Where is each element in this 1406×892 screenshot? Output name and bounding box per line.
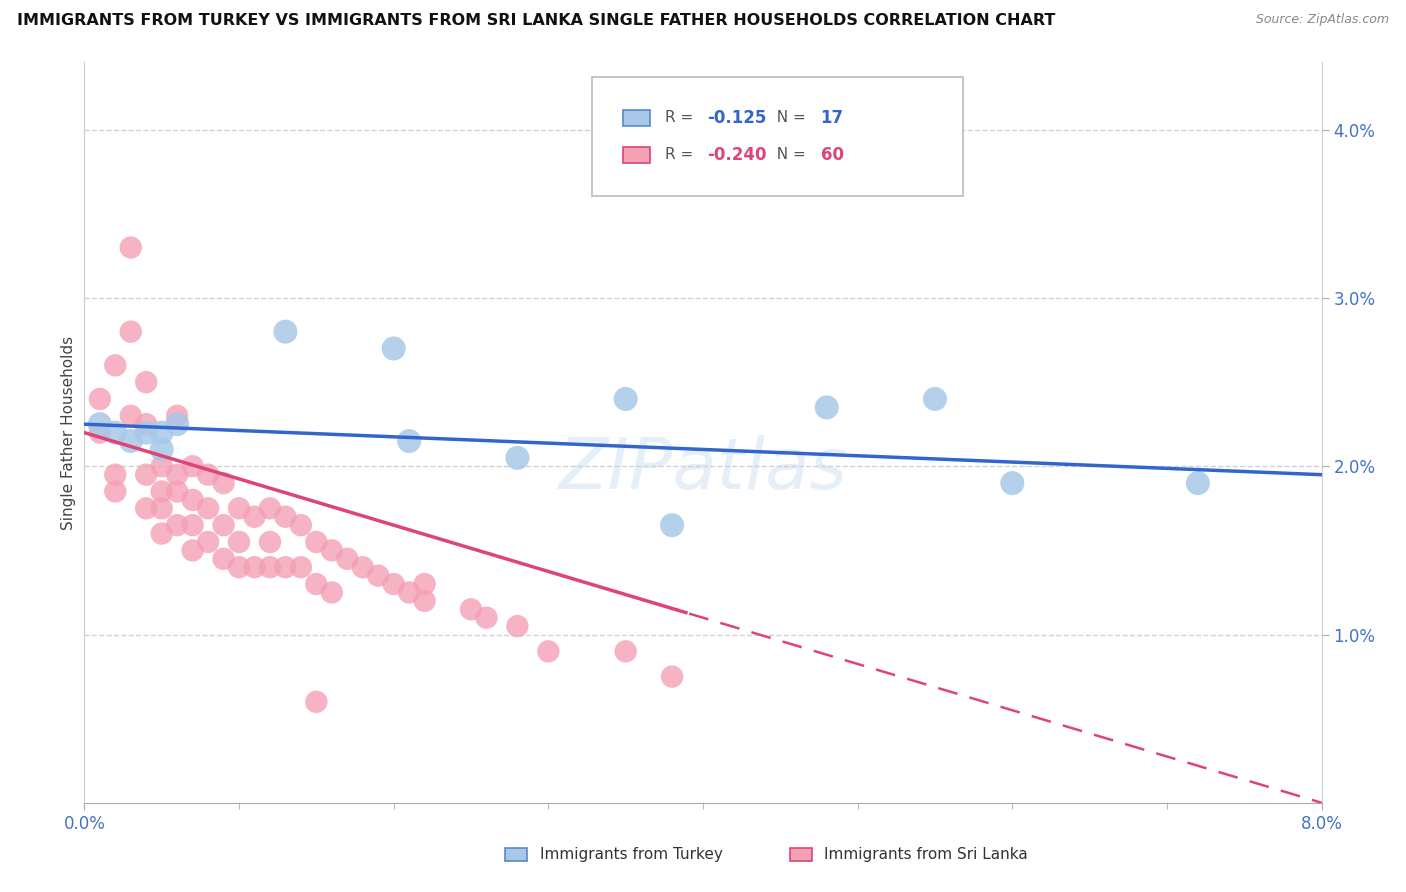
Y-axis label: Single Father Households: Single Father Households <box>60 335 76 530</box>
Point <box>150 442 173 457</box>
Point <box>475 610 498 624</box>
Point <box>150 425 173 440</box>
Point <box>1001 476 1024 491</box>
Bar <box>623 147 650 163</box>
Bar <box>790 848 811 862</box>
Point <box>166 484 188 499</box>
Text: R =: R = <box>665 147 697 162</box>
Text: Source: ZipAtlas.com: Source: ZipAtlas.com <box>1256 13 1389 27</box>
Point <box>1187 476 1209 491</box>
Point <box>150 459 173 474</box>
Point <box>181 518 204 533</box>
Point <box>197 535 219 549</box>
Point <box>274 509 297 524</box>
Point <box>150 526 173 541</box>
Text: Immigrants from Sri Lanka: Immigrants from Sri Lanka <box>824 847 1028 863</box>
Point <box>243 509 266 524</box>
Point <box>166 409 188 423</box>
Point <box>506 619 529 633</box>
Point <box>104 425 127 440</box>
Point <box>290 560 312 574</box>
Point <box>228 501 250 516</box>
Point <box>614 392 637 406</box>
Point <box>135 417 157 432</box>
Point <box>815 401 838 415</box>
Point <box>197 501 219 516</box>
Point <box>120 434 142 448</box>
Point <box>661 518 683 533</box>
Point <box>181 459 204 474</box>
Point <box>537 644 560 658</box>
Point <box>321 585 343 599</box>
Point <box>181 492 204 507</box>
Point <box>89 392 111 406</box>
FancyBboxPatch shape <box>592 78 963 195</box>
Point <box>305 577 328 591</box>
Point <box>398 434 420 448</box>
Point <box>305 695 328 709</box>
Point <box>166 518 188 533</box>
Point <box>398 585 420 599</box>
Point <box>413 577 436 591</box>
Point <box>104 359 127 373</box>
Point <box>135 425 157 440</box>
Point <box>259 501 281 516</box>
Point <box>243 560 266 574</box>
Point <box>120 409 142 423</box>
Point <box>197 467 219 482</box>
Bar <box>623 110 650 126</box>
Point <box>89 417 111 432</box>
Text: ZIPatlas: ZIPatlas <box>558 435 848 504</box>
Text: Immigrants from Turkey: Immigrants from Turkey <box>540 847 723 863</box>
Point <box>120 325 142 339</box>
Point <box>181 543 204 558</box>
Text: -0.240: -0.240 <box>707 146 766 164</box>
Point <box>135 467 157 482</box>
Point <box>135 375 157 389</box>
Text: N =: N = <box>768 147 811 162</box>
Point <box>166 467 188 482</box>
Text: 17: 17 <box>821 109 844 127</box>
Point <box>166 417 188 432</box>
Text: -0.125: -0.125 <box>707 109 766 127</box>
Bar <box>505 848 527 862</box>
Point <box>212 518 235 533</box>
Point <box>506 450 529 465</box>
Point <box>274 560 297 574</box>
Point <box>135 501 157 516</box>
Text: R =: R = <box>665 111 697 126</box>
Point <box>305 535 328 549</box>
Text: IMMIGRANTS FROM TURKEY VS IMMIGRANTS FROM SRI LANKA SINGLE FATHER HOUSEHOLDS COR: IMMIGRANTS FROM TURKEY VS IMMIGRANTS FRO… <box>17 13 1056 29</box>
Point <box>89 425 111 440</box>
Point <box>336 551 359 566</box>
Point <box>352 560 374 574</box>
Point <box>924 392 946 406</box>
Point <box>104 467 127 482</box>
Point <box>274 325 297 339</box>
Point <box>382 342 405 356</box>
Point <box>290 518 312 533</box>
Text: N =: N = <box>768 111 811 126</box>
Point <box>228 535 250 549</box>
Point <box>614 644 637 658</box>
Point <box>460 602 482 616</box>
Point <box>367 568 389 582</box>
Point <box>104 484 127 499</box>
Point <box>259 535 281 549</box>
Point <box>228 560 250 574</box>
Point <box>212 551 235 566</box>
Point <box>212 476 235 491</box>
Point <box>150 484 173 499</box>
Point <box>413 594 436 608</box>
Point <box>120 240 142 255</box>
Text: 60: 60 <box>821 146 844 164</box>
Point <box>321 543 343 558</box>
Point <box>382 577 405 591</box>
Point <box>150 501 173 516</box>
Point <box>661 670 683 684</box>
Point <box>259 560 281 574</box>
